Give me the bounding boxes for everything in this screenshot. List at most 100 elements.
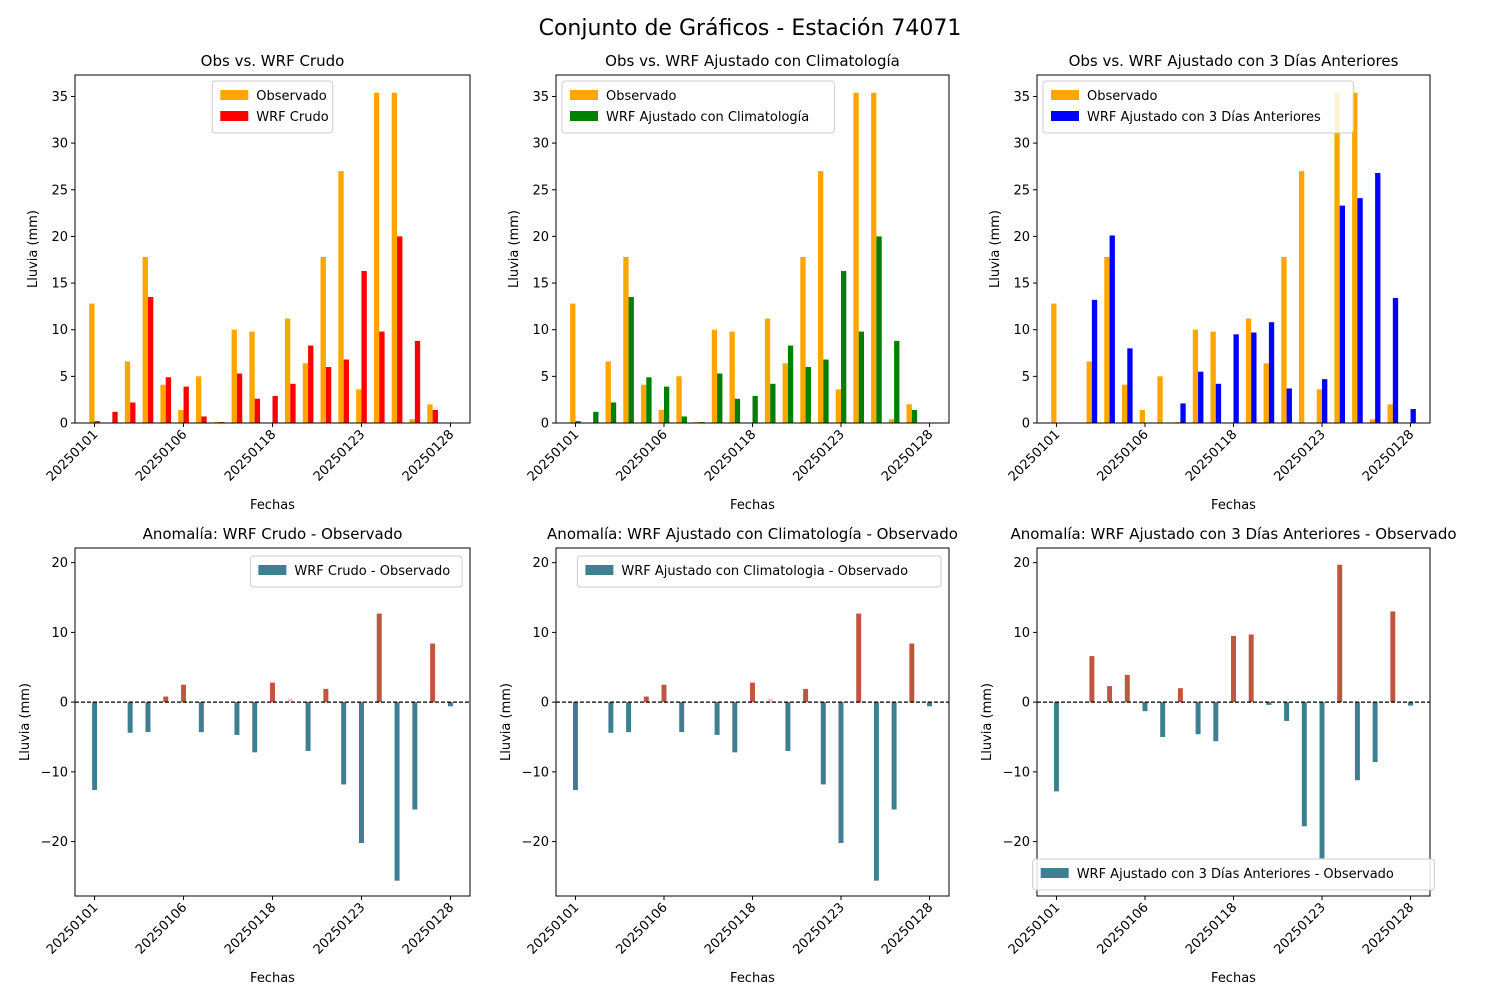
bar-wrf <box>876 236 882 423</box>
bar-observado <box>1369 419 1376 423</box>
x-axis-label: Fechas <box>1211 971 1256 986</box>
bar-wrf <box>147 297 154 423</box>
bar-anomalia <box>198 702 204 733</box>
bar-wrf <box>183 386 189 423</box>
bar-anomalia <box>572 702 578 790</box>
x-tick-label: 20250101 <box>1006 900 1063 957</box>
bar-observado <box>906 404 912 423</box>
bar-wrf <box>593 411 599 423</box>
legend-label: WRF Ajustado con 3 Días Anteriores - Obs… <box>1077 867 1394 882</box>
bar-observado <box>800 256 806 423</box>
chart-title: Obs vs. WRF Ajustado con Climatología <box>605 52 900 70</box>
bar-wrf <box>1375 172 1381 423</box>
bar-anomalia <box>873 702 879 881</box>
legend: WRF Ajustado con Climatologia - Observad… <box>576 555 942 588</box>
bar-observado <box>1263 363 1269 423</box>
bar-anomalia <box>1195 702 1201 735</box>
bar-anomalia <box>1089 656 1095 703</box>
bar-observado <box>888 419 895 423</box>
y-tick-label: 20 <box>51 230 68 245</box>
legend-label: WRF Crudo <box>256 110 328 125</box>
bar-observado <box>1299 171 1305 423</box>
bar-wrf <box>432 409 438 423</box>
legend-box <box>249 555 463 588</box>
bar-anomalia <box>358 702 364 843</box>
bar-wrf <box>361 270 367 423</box>
bar-observado <box>249 331 255 423</box>
bar-anomalia <box>838 702 844 843</box>
y-tick-label: 10 <box>532 323 549 338</box>
y-tick-label: −10 <box>41 765 68 780</box>
x-tick-label: 20250128 <box>1360 900 1417 957</box>
bar-anomalia <box>626 702 632 733</box>
bar-wrf <box>379 331 385 423</box>
bar-anomalia <box>679 702 685 733</box>
legend-box <box>576 555 942 588</box>
chart-title: Anomalía: WRF Ajustado con 3 Días Anteri… <box>1010 525 1456 543</box>
bar-anomalia <box>430 643 436 703</box>
chart-title: Obs vs. WRF Ajustado con 3 Días Anterior… <box>1069 52 1399 70</box>
bar-observado <box>853 92 859 424</box>
bar-wrf <box>717 373 723 423</box>
bar-observado <box>729 331 735 423</box>
bar-wrf <box>343 359 350 423</box>
y-tick-label: 20 <box>532 230 549 245</box>
bar-observado <box>142 256 148 423</box>
bar-wrf <box>254 398 261 423</box>
bar-observado <box>1245 318 1252 423</box>
bar-wrf <box>1215 383 1222 423</box>
bar-observado <box>1139 409 1145 423</box>
bar-observado <box>871 92 877 424</box>
legend-label: Observado <box>1087 89 1158 104</box>
y-tick-label: 0 <box>60 696 68 711</box>
bar-anomalia <box>909 643 915 703</box>
bar-anomalia <box>1142 702 1148 712</box>
x-axis-label: Fechas <box>730 498 775 513</box>
bar-observado <box>1210 331 1216 423</box>
x-axis-label: Fechas <box>250 498 295 513</box>
bar-wrf <box>911 409 918 423</box>
y-tick-label: 5 <box>541 370 549 385</box>
bar-anomalia <box>92 702 98 790</box>
y-tick-label: 10 <box>1013 626 1030 641</box>
bar-anomalia <box>1372 702 1378 763</box>
bar-observado <box>1387 404 1393 423</box>
legend-box <box>561 80 835 134</box>
bar-observado <box>89 303 95 423</box>
bar-anomalia <box>1301 702 1307 827</box>
legend: Observado WRF Ajustado con 3 Días Anterio… <box>1042 80 1354 134</box>
bar-anomalia <box>234 702 240 735</box>
bar-anomalia <box>1337 564 1343 703</box>
bar-observado <box>427 404 433 423</box>
y-axis-label: Lluvia (mm) <box>18 683 33 761</box>
bar-wrf <box>130 402 136 423</box>
y-tick-label: 20 <box>532 556 549 571</box>
bar-wrf <box>1410 409 1416 423</box>
y-tick-label: −20 <box>1003 835 1030 850</box>
bar-anomalia <box>750 682 755 703</box>
bar-observado <box>1051 303 1057 423</box>
bar-anomalia <box>1177 688 1183 703</box>
y-tick-label: 20 <box>1013 230 1030 245</box>
bar-anomalia <box>1160 702 1166 737</box>
chart-title: Anomalía: WRF Crudo - Observado <box>143 525 403 543</box>
bar-wrf <box>1233 334 1239 423</box>
bar-anomalia <box>341 702 347 785</box>
bar-observado <box>373 92 380 424</box>
y-tick-label: −20 <box>41 835 68 850</box>
bar-wrf <box>787 345 794 423</box>
y-tick-label: 20 <box>1013 556 1030 571</box>
bar-wrf <box>805 367 811 423</box>
bar-wrf <box>770 383 776 423</box>
bar-wrf <box>325 367 332 423</box>
bar-observado <box>818 171 824 423</box>
legend-swatch <box>220 111 249 121</box>
bar-wrf <box>236 373 243 423</box>
legend: WRF Ajustado con 3 Días Anteriores - Obs… <box>1032 858 1435 891</box>
bar-wrf <box>1392 297 1399 423</box>
bar-wrf <box>752 395 758 423</box>
bar-wrf <box>575 421 581 423</box>
bar-observado <box>658 409 664 423</box>
